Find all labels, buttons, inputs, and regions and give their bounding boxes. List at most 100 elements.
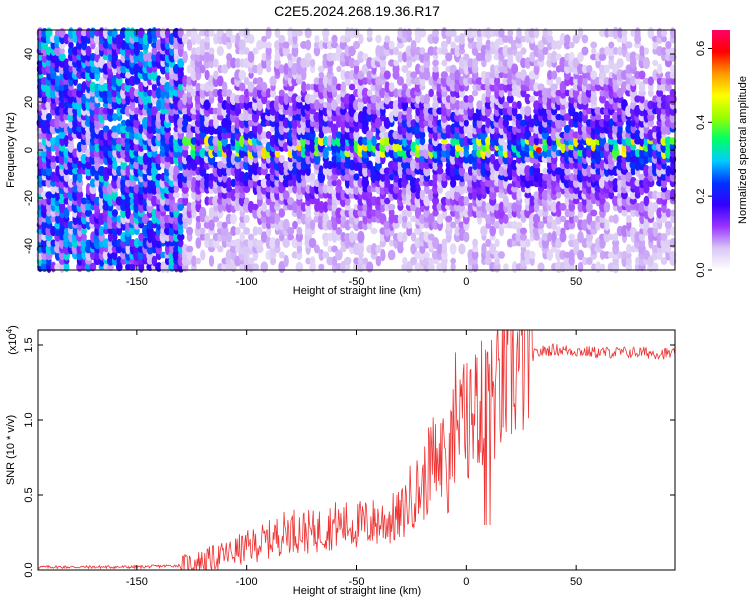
- spectrogram-cell: [72, 35, 79, 43]
- spectrogram-cell: [371, 135, 377, 147]
- spectrogram-cell: [449, 243, 457, 255]
- spectrogram-cell: [203, 99, 211, 111]
- spectrogram-cell: [230, 152, 237, 166]
- spectrogram-cell: [155, 173, 162, 181]
- spectrogram-cell: [626, 214, 632, 224]
- spectrogram-cell: [331, 123, 339, 135]
- y-tick-label: 0.0: [23, 562, 35, 577]
- spectrogram-cell: [243, 76, 250, 86]
- spectrogram-cell: [160, 100, 167, 110]
- spectrogram-cell: [367, 190, 373, 200]
- snr-y-ticks: 0.0 0.5 1.0 1.5: [23, 337, 675, 578]
- spectrogram-cell: [77, 171, 83, 183]
- spectrogram-cell: [85, 182, 92, 196]
- spectrogram-cell: [80, 200, 88, 214]
- spectrogram-cell: [133, 237, 140, 249]
- spectrogram-cell: [141, 213, 150, 225]
- spectrogram-cell: [111, 215, 119, 223]
- spectrogram-cell: [181, 33, 189, 45]
- spectrogram-cell: [90, 165, 96, 177]
- spectrogram-cell: [516, 27, 522, 39]
- spectrogram-cell: [45, 165, 53, 177]
- spectrogram-cell: [283, 62, 289, 76]
- spectrogram-cell: [283, 130, 290, 140]
- spectrogram-cell: [366, 185, 373, 193]
- spectrogram-x-label: Height of straight line (km): [293, 285, 421, 297]
- spectrogram-cell: [234, 155, 242, 163]
- spectrogram-cell: [186, 249, 193, 261]
- spectrogram-cell: [116, 226, 123, 236]
- spectrogram-cell: [155, 262, 163, 272]
- spectrogram-cell: [326, 184, 334, 194]
- spectrogram-cell: [278, 89, 285, 97]
- spectrogram-cell: [261, 81, 268, 93]
- spectrogram-cell: [45, 191, 53, 199]
- spectrogram-cell: [120, 64, 128, 74]
- spectrogram-cell: [472, 238, 478, 248]
- spectrogram-cell: [278, 41, 285, 49]
- spectrogram-cell: [204, 81, 211, 93]
- spectrogram-cell: [50, 40, 57, 50]
- spectrogram-cell: [634, 27, 641, 39]
- spectrogram-cell: [247, 257, 255, 265]
- spectrogram-cell: [221, 81, 228, 93]
- spectrogram-cell: [45, 213, 53, 225]
- spectrogram-cell: [287, 71, 294, 79]
- spectrogram-cell: [213, 58, 219, 68]
- spectrogram-cell: [137, 149, 145, 157]
- spectrogram-cell: [291, 75, 299, 87]
- spectrogram-cell: [287, 128, 294, 142]
- x-tick-label: 50: [570, 576, 582, 588]
- spectrogram-cell: [102, 238, 110, 248]
- spectrogram-cell: [402, 28, 408, 38]
- spectrogram-cell: [89, 178, 96, 188]
- spectrogram-cell: [256, 239, 264, 247]
- spectrogram-cell: [313, 41, 320, 49]
- spectrogram-cell: [383, 116, 391, 130]
- spectrogram-cell: [195, 237, 202, 249]
- spectrogram-cell: [125, 243, 131, 255]
- spectrogram-cell: [115, 244, 123, 254]
- spectrogram-cell: [397, 155, 404, 163]
- spectrogram-cell: [120, 159, 127, 171]
- spectrogram-cell: [112, 113, 118, 121]
- spectrogram-cell: [278, 93, 286, 105]
- spectrogram-cell: [128, 179, 137, 187]
- spectrogram-cell: [357, 51, 365, 63]
- spectrogram-cell: [190, 107, 198, 115]
- spectrogram-cell: [213, 70, 219, 80]
- spectrogram-cell: [46, 196, 52, 206]
- spectrogram-cell: [125, 71, 132, 79]
- spectrogram-cell: [301, 178, 307, 188]
- spectrogram-cell: [142, 58, 149, 68]
- spectrogram-cell: [243, 94, 250, 104]
- spectrogram-cell: [238, 94, 246, 104]
- spectrogram-cell: [375, 172, 382, 182]
- spectrogram-cell: [111, 238, 119, 248]
- spectrogram-cell: [199, 87, 206, 99]
- spectrogram-cell: [388, 88, 396, 98]
- spectrogram-cell: [125, 165, 131, 177]
- spectrogram-cell: [384, 81, 390, 93]
- spectrogram-cell: [37, 178, 44, 188]
- spectrogram-cell: [111, 220, 119, 230]
- spectrogram-cell: [46, 239, 52, 247]
- spectrogram-cell: [309, 124, 316, 134]
- spectrogram-cell: [374, 117, 383, 129]
- spectrogram-cell: [283, 161, 290, 169]
- spectrogram-cell: [199, 83, 206, 91]
- spectrogram-cell: [194, 118, 202, 128]
- spectrogram-cell: [151, 41, 158, 49]
- spectrogram-cell: [195, 215, 201, 223]
- spectrogram-cell: [89, 95, 97, 103]
- spectrogram-cell: [242, 184, 251, 194]
- spectrogram-cell: [604, 219, 610, 231]
- spectrogram-cell: [186, 39, 193, 51]
- spectrogram-cell: [155, 51, 162, 63]
- x-tick-label: -150: [126, 276, 148, 288]
- spectrogram-cell: [106, 33, 114, 45]
- spectrogram-cell: [269, 134, 277, 148]
- spectrogram-cell: [195, 33, 202, 45]
- spectrogram-cell: [107, 129, 114, 141]
- spectrogram-cell: [41, 220, 48, 230]
